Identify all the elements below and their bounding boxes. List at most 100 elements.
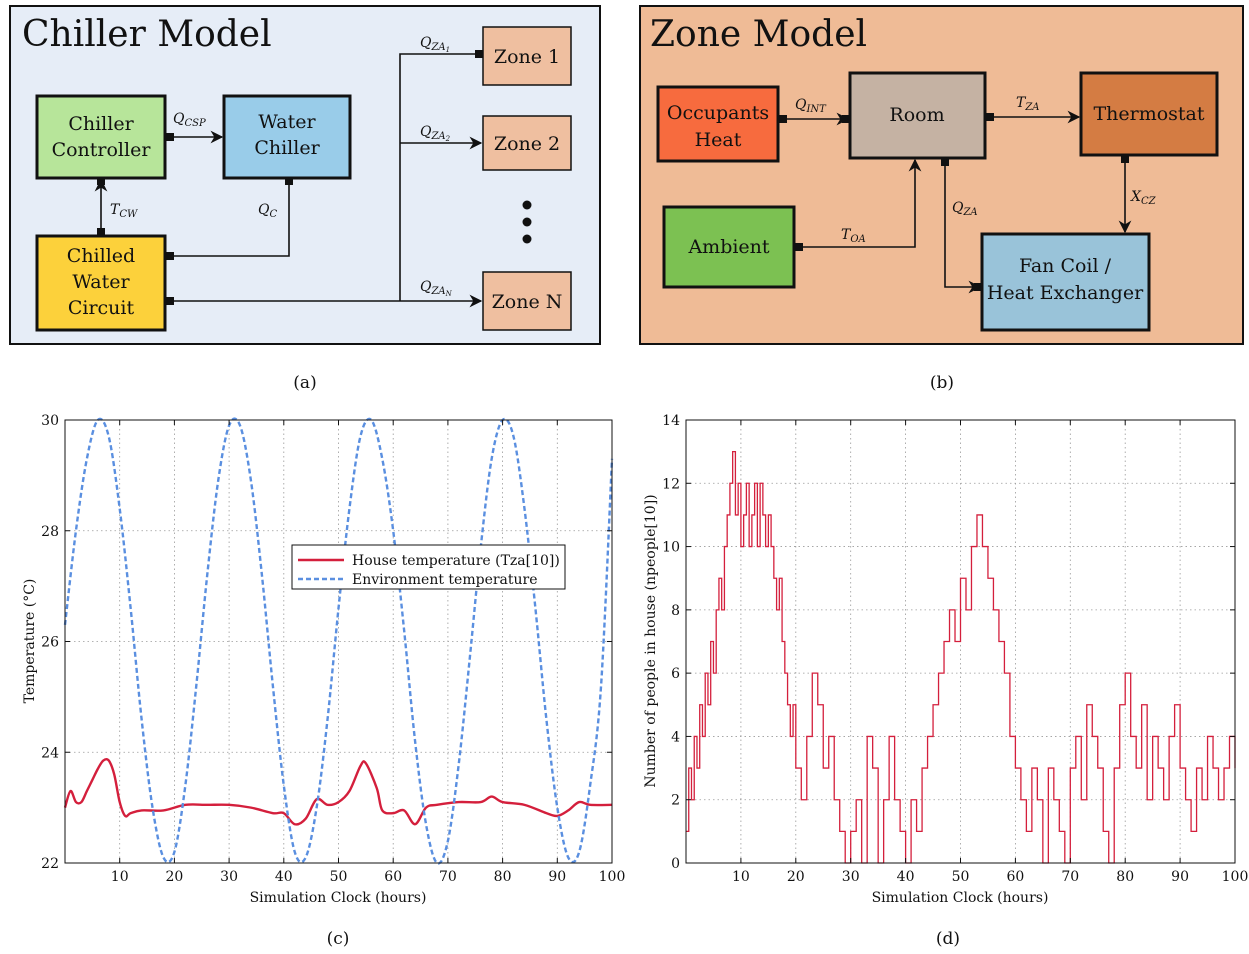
panel-b-connections <box>787 110 1132 294</box>
fan-coil-label-2: Heat Exchanger <box>987 282 1144 304</box>
thermostat-label: Thermostat <box>1093 103 1204 125</box>
temperature-x-tick-label: 100 <box>599 869 626 885</box>
room-block: Room <box>842 71 994 166</box>
temperature-x-tick-label: 10 <box>111 869 129 885</box>
temperature-y-tick-label: 22 <box>41 856 59 872</box>
temperature-x-label: Simulation Clock (hours) <box>250 890 427 906</box>
water-chiller-label-2: Chiller <box>254 137 320 159</box>
label-q-int: QINT <box>795 97 827 115</box>
temperature-x-tick-label: 60 <box>384 869 402 885</box>
label-t-za: TZA <box>1016 95 1040 113</box>
people-y-tick-label: 4 <box>671 729 680 745</box>
zone-2-label: Zone 2 <box>494 133 560 155</box>
chilled-water-label-1: Chilled <box>67 245 135 267</box>
ellipsis-dot <box>522 217 532 227</box>
label-q-za: QZA <box>952 200 978 218</box>
chiller-controller-block: Chiller Controller <box>35 94 174 185</box>
panel-b-zone-model: Zone Model Occupants Heat Room Thermosta… <box>639 5 1244 345</box>
people-x-tick-label: 40 <box>897 869 915 885</box>
chilled-water-circuit-block: Chilled Water Circuit <box>35 228 174 332</box>
zone-n-label: Zone N <box>492 291 563 313</box>
zone-n-block: Zone N <box>482 271 572 331</box>
people-x-tick-label: 80 <box>1116 869 1134 885</box>
chiller-controller-label-2: Controller <box>52 139 152 161</box>
temperature-y-tick-label: 30 <box>41 413 59 429</box>
legend-environment-label: Environment temperature <box>352 572 538 588</box>
temperature-ticks: 10 20 30 40 50 60 70 80 90 100 22 24 26 28 30 <box>41 413 625 885</box>
label-q-c: QC <box>258 202 277 220</box>
port-square <box>986 113 994 121</box>
people-x-tick-label: 10 <box>732 869 750 885</box>
temperature-legend: House temperature (Tza[10]) Environment … <box>291 544 566 590</box>
fan-coil-block: Fan Coil / Heat Exchanger <box>974 232 1151 332</box>
people-y-tick-label: 12 <box>662 476 680 492</box>
people-chart: 10 20 30 40 50 60 70 80 90 100 0 2 4 6 8 10 12 14 Simulat… <box>643 413 1248 906</box>
port-square <box>475 50 483 58</box>
people-y-tick-label: 10 <box>662 540 680 556</box>
people-x-tick-label: 60 <box>1006 869 1024 885</box>
temperature-y-label: Temperature (°C) <box>22 579 38 704</box>
water-chiller-label-1: Water <box>258 111 316 133</box>
line-zone-bus <box>399 53 475 301</box>
people-x-tick-label: 50 <box>952 869 970 885</box>
label-t-cw: TCW <box>110 202 138 220</box>
people-x-tick-label: 100 <box>1222 869 1249 885</box>
caption-a: (a) <box>293 373 316 393</box>
people-x-tick-label: 90 <box>1171 869 1189 885</box>
people-x-tick-label: 20 <box>787 869 805 885</box>
temperature-x-tick-label: 20 <box>165 869 183 885</box>
label-t-oa: TOA <box>841 227 866 245</box>
temperature-x-tick-label: 40 <box>275 869 293 885</box>
people-y-tick-label: 2 <box>671 793 680 809</box>
temperature-y-tick-label: 28 <box>41 524 59 540</box>
port-square <box>97 228 105 236</box>
port-square <box>285 177 293 185</box>
occupants-label-2: Heat <box>695 129 742 151</box>
people-ticks: 10 20 30 40 50 60 70 80 90 100 0 2 4 6 8 10 12 14 <box>662 413 1248 885</box>
room-label: Room <box>889 104 944 126</box>
chiller-controller-label-1: Chiller <box>68 113 134 135</box>
label-q-za1: QZA1 <box>420 35 450 54</box>
zone-2-block: Zone 2 <box>482 115 572 171</box>
people-y-tick-label: 8 <box>671 603 680 619</box>
occupants-label-1: Occupants <box>667 102 769 124</box>
line-q-c <box>174 185 290 257</box>
people-x-label: Simulation Clock (hours) <box>872 890 1049 906</box>
temperature-y-tick-label: 24 <box>41 745 59 761</box>
label-q-za2: QZA2 <box>420 124 451 143</box>
zone-1-label: Zone 1 <box>494 46 560 68</box>
port-square <box>941 158 949 166</box>
label-q-zan: QZAN <box>420 279 453 298</box>
temperature-x-tick-label: 80 <box>494 869 512 885</box>
temperature-x-tick-label: 50 <box>330 869 348 885</box>
label-x-cz: XCZ <box>1130 189 1157 207</box>
panel-a-connections <box>94 53 483 308</box>
port-square <box>795 243 803 251</box>
temperature-y-tick-label: 26 <box>41 635 59 651</box>
temperature-series <box>63 417 614 865</box>
chilled-water-label-2: Water <box>72 271 130 293</box>
port-square <box>166 297 174 305</box>
chilled-water-label-3: Circuit <box>68 297 135 319</box>
arrow-t-oa <box>803 158 922 248</box>
panel-b-title: Zone Model <box>650 14 867 55</box>
temperature-grid <box>65 419 613 864</box>
people-y-tick-label: 0 <box>671 856 680 872</box>
people-x-tick-label: 70 <box>1061 869 1079 885</box>
port-square <box>1121 155 1129 163</box>
occupants-heat-block: Occupants Heat <box>656 85 787 163</box>
ambient-block: Ambient <box>662 205 803 289</box>
label-q-csp: QCSP <box>173 111 206 129</box>
people-x-tick-label: 30 <box>842 869 860 885</box>
caption-b: (b) <box>930 373 954 393</box>
ambient-label: Ambient <box>687 236 769 258</box>
ellipsis-dot <box>522 234 532 244</box>
thermostat-block: Thermostat <box>1079 71 1219 163</box>
port-square <box>166 252 174 260</box>
ellipsis-dot <box>522 200 532 210</box>
zone-1-block: Zone 1 <box>475 26 572 86</box>
panel-a-chiller-model: Chiller Model Chiller Controller Water C… <box>9 5 601 345</box>
temperature-x-tick-label: 70 <box>439 869 457 885</box>
arrow-q-za <box>944 166 982 294</box>
